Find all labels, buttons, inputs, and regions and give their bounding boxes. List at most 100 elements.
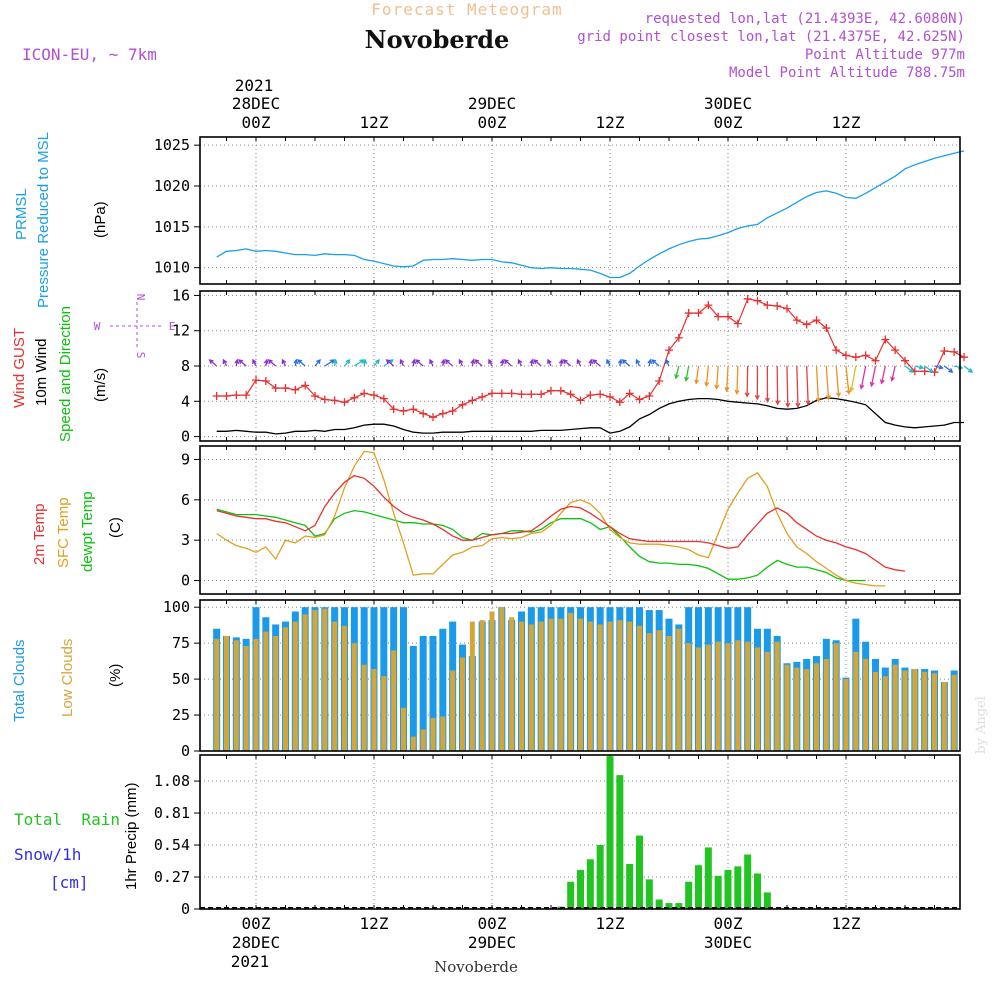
low-clouds-bar	[755, 647, 760, 751]
model-label: ICON-EU, ~ 7km	[22, 45, 157, 64]
rain-bar	[586, 859, 594, 909]
y-tick-label: 0	[181, 572, 190, 590]
wind-direction-arrow	[675, 365, 680, 379]
wind-direction-arrow	[324, 359, 335, 367]
low-clouds-bar	[843, 679, 849, 751]
wind-gust-marker	[478, 392, 487, 401]
clouds-unit: (%)	[107, 664, 124, 687]
wind-gust-marker	[222, 392, 231, 400]
wind-arrow-head	[517, 358, 523, 365]
wind-gust-marker	[704, 301, 713, 310]
wind-direction-arrow	[705, 365, 709, 386]
wind-arrow-head	[805, 400, 811, 406]
wind-direction-arrow	[904, 365, 914, 373]
bottom-hour-label: 00Z	[242, 914, 271, 933]
low-clouds-bar	[263, 631, 269, 751]
wind-gust-marker	[448, 407, 457, 415]
wind-arrow-head	[849, 387, 855, 393]
compass-s: S	[134, 352, 147, 359]
low-clouds-bar	[814, 663, 819, 751]
y-tick-label: 1020	[154, 177, 190, 195]
wind-gust-marker	[861, 351, 870, 360]
wind-arrow-head	[647, 358, 653, 364]
wind-gust-marker	[556, 386, 565, 395]
wind-direction-arrow	[786, 365, 789, 407]
wind-gust-marker	[625, 389, 634, 398]
wind-gust-marker	[271, 384, 280, 393]
temperature-panel: 0 3 6 9	[181, 445, 961, 595]
temp-2m-line	[216, 474, 906, 572]
temp-dew-label: dewpt Temp	[79, 491, 96, 572]
wind-gust-marker	[340, 398, 349, 407]
rain-bar	[724, 869, 732, 909]
low-clouds-bar	[902, 670, 908, 751]
low-clouds-bar	[696, 647, 701, 751]
wind-arrow-head	[775, 400, 781, 406]
precip-panel: 0 0.27 0.54 0.81 1.08	[154, 754, 961, 918]
wind-10m-line	[216, 397, 964, 435]
wind-arrow-head	[754, 395, 760, 401]
compass-e: E	[169, 320, 176, 333]
wind-arrow-head	[694, 379, 700, 385]
wind-gust-marker	[940, 347, 949, 355]
wind-gust-marker	[606, 392, 614, 401]
wind-arrow-head	[879, 379, 885, 385]
pressure-label-prmsl: PRMSL	[13, 188, 30, 240]
y-tick-label: 12	[172, 322, 190, 340]
wind-gust-marker	[370, 391, 378, 400]
wind-arrow-head	[869, 381, 875, 388]
wind-direction-arrow	[736, 365, 739, 394]
wind-gust-marker	[920, 367, 929, 376]
wind-arrow-head	[665, 358, 670, 365]
low-clouds-bar	[410, 736, 416, 751]
wind-direction-arrow	[685, 365, 690, 381]
wind-gust-marker	[665, 346, 673, 355]
wind-unit: (m/s)	[92, 368, 109, 402]
y-tick-label: 100	[163, 598, 190, 616]
wind-gust-marker	[645, 392, 654, 400]
wind-gust-marker	[242, 391, 251, 400]
wind-arrow-head	[281, 358, 287, 365]
y-tick-label: 3	[181, 531, 190, 549]
low-clouds-bar	[233, 640, 239, 751]
wind-gust-marker	[311, 392, 319, 400]
wind-arrow-head	[734, 389, 740, 396]
wind-direction-arrow	[297, 359, 306, 367]
wind-direction-arrow	[845, 365, 850, 394]
temp-2m-label: 2m Temp	[31, 504, 48, 565]
wind-arrow-head	[529, 358, 535, 364]
wind-gust-marker	[350, 393, 359, 402]
pressure-unit: (hPa)	[92, 201, 109, 238]
low-clouds-bar	[941, 681, 947, 751]
y-tick-label: 16	[172, 286, 190, 304]
wind-arrow-head	[859, 384, 865, 390]
low-clouds-bar	[312, 610, 318, 751]
low-clouds-bar	[371, 669, 377, 751]
wind-gust-marker	[379, 394, 388, 403]
wind-direction-arrow	[954, 365, 963, 369]
y-tick-label: 25	[172, 706, 190, 724]
wind-arrow-head	[234, 358, 240, 364]
low-clouds-bar	[932, 673, 937, 751]
wind-arrow-head	[293, 358, 299, 364]
wind-gust-marker	[812, 316, 821, 325]
low-clouds-bar	[214, 638, 220, 751]
wind-arrow-head	[606, 358, 611, 365]
wind-arrow-head	[815, 397, 821, 403]
low-clouds-bar	[460, 657, 465, 751]
low-clouds-bar	[391, 650, 397, 751]
wind-arrow-head	[440, 358, 446, 364]
wind-gust-marker	[615, 398, 624, 407]
wind-arrow-head	[415, 359, 421, 364]
low-clouds-bar	[774, 641, 780, 751]
low-clouds-bar	[863, 658, 869, 751]
requested-coords: requested lon,lat (21.4393E, 42.6080N)	[645, 11, 965, 27]
wind-gust-marker	[429, 413, 437, 422]
total-clouds-bar	[429, 635, 437, 751]
low-clouds-bar	[479, 620, 485, 751]
low-clouds-bar	[351, 643, 357, 751]
total-clouds-bar	[400, 607, 407, 751]
wind-direction-arrow	[746, 365, 749, 397]
wind-direction-arrow	[268, 359, 277, 367]
low-clouds-bar	[499, 607, 505, 751]
